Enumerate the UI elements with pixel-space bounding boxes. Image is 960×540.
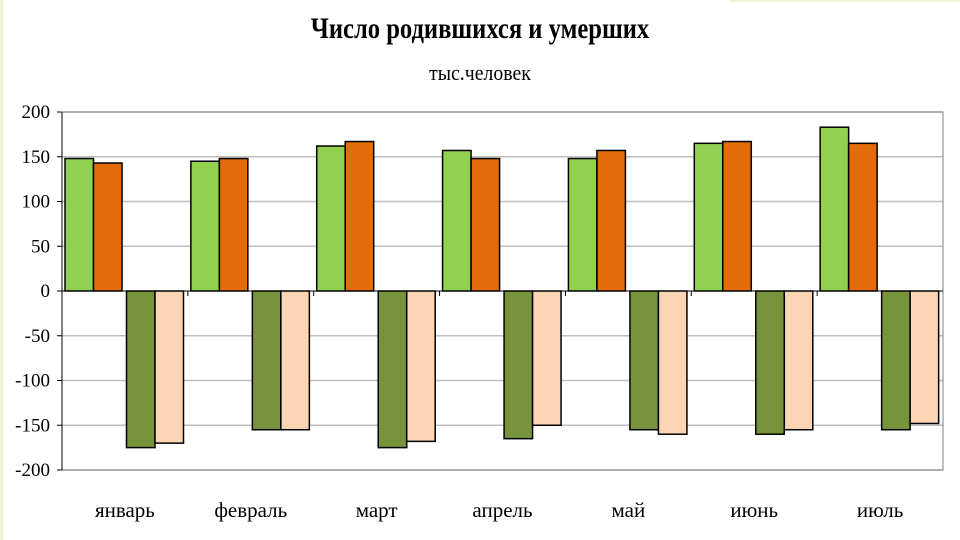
bar: [280, 290, 311, 431]
x-category-label: май: [611, 498, 645, 522]
bar: [567, 157, 598, 292]
x-category-label: февраль: [214, 498, 287, 522]
y-tick-label: 200: [22, 102, 51, 123]
bar: [441, 149, 472, 292]
x-category-label: январь: [95, 498, 155, 522]
bar: [722, 140, 753, 292]
bar: [880, 290, 911, 431]
bar: [909, 290, 940, 425]
y-tick-label: 150: [22, 147, 51, 168]
bar: [251, 290, 282, 431]
y-tick-label: 0: [41, 281, 51, 302]
bar: [819, 126, 850, 292]
axis-labels: 200 150 100 50 0 -50 -100 -150 -200 январь февраль…: [15, 102, 903, 522]
bar: [503, 290, 534, 440]
slide-left-edge: [0, 0, 3, 540]
bar: [315, 145, 346, 292]
x-category-label: июнь: [730, 498, 778, 522]
x-category-label: март: [356, 498, 398, 522]
bar: [596, 149, 627, 292]
bar: [154, 290, 185, 444]
y-tick-label: -150: [15, 415, 50, 436]
bar: [531, 290, 562, 426]
x-category-label: апрель: [472, 498, 532, 522]
bars: [64, 126, 940, 449]
bar: [190, 160, 221, 292]
y-tick-label: -200: [15, 460, 50, 481]
bar: [344, 140, 375, 292]
bar: [755, 290, 786, 435]
slide-top-edge: [730, 0, 960, 2]
y-tick-label: -50: [25, 326, 50, 347]
bar: [629, 290, 660, 431]
chart-title: Число родившихся и умерших: [310, 12, 650, 45]
bar: [693, 142, 724, 292]
bar: [405, 290, 436, 443]
bar: [125, 290, 156, 449]
bar: [377, 290, 408, 449]
y-tick-label: 100: [22, 192, 51, 213]
bar: [657, 290, 688, 435]
bar: [470, 157, 501, 292]
bar: [64, 157, 95, 292]
y-tick-label: -100: [15, 371, 50, 392]
bar: [783, 290, 814, 431]
bar: [92, 162, 123, 292]
x-category-label: июль: [857, 498, 903, 522]
bar: [847, 142, 878, 292]
bar: [218, 157, 249, 292]
chart-subtitle: тыс.человек: [429, 60, 531, 85]
y-tick-label: 50: [31, 236, 50, 257]
